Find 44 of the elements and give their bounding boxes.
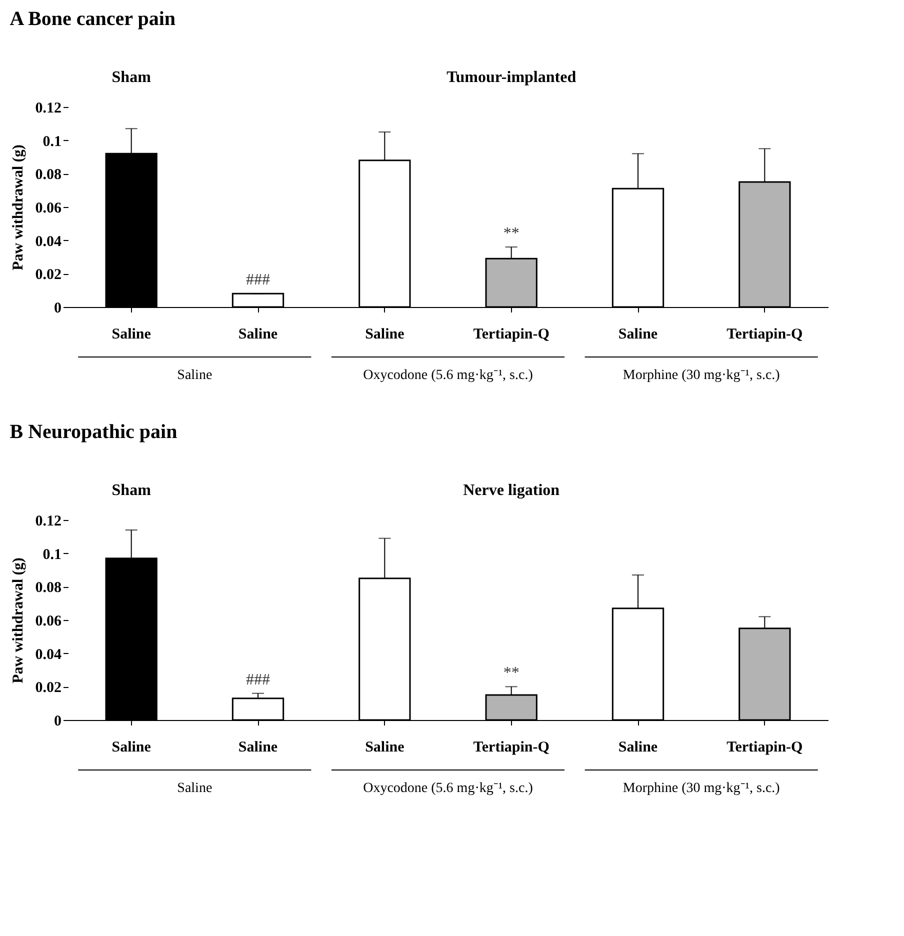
text: Oxycodone (5.6 mg·kg⁻¹, s.c.) [363, 781, 534, 796]
text: Sham [112, 482, 152, 499]
text: Saline [177, 781, 212, 796]
text: Saline [177, 368, 212, 383]
y-tick-label: 0.1 [42, 134, 62, 150]
x-tick-label: Saline [365, 326, 405, 342]
y-tick-label: 0.02 [35, 680, 62, 696]
y-tick-label: 0.02 [35, 267, 62, 284]
y-tick-label: 0.06 [35, 614, 62, 630]
x-tick-label: Saline [618, 740, 658, 756]
x-tick-label: Saline [112, 740, 152, 756]
text: Morphine (30 mg·kg⁻¹, s.c.) [622, 368, 780, 383]
y-tick-label: 0.04 [35, 646, 62, 663]
x-tick-label: Saline [112, 326, 152, 342]
y-tick-label: 0 [54, 714, 62, 730]
y-axis-title: Paw withdrawal (g) [10, 558, 26, 684]
y-tick-label: 0.1 [42, 546, 62, 563]
text: Morphine (30 mg·kg⁻¹, s.c.) [622, 781, 780, 796]
x-tick-label: Saline [618, 326, 658, 342]
text: Nerve ligation [463, 482, 560, 499]
y-tick-label: 0.12 [35, 514, 62, 530]
x-tick-label: Tertiapin-Q [726, 740, 804, 756]
y-tick-label: 0.04 [35, 234, 62, 250]
data-label: ** [503, 225, 520, 242]
text: Sham [112, 69, 152, 86]
data-label: ** [503, 664, 520, 682]
data-label: ### [246, 272, 270, 289]
x-tick-label: Saline [238, 326, 278, 342]
y-tick-label: 0 [54, 300, 62, 316]
y-axis-title: Paw withdrawal (g) [10, 144, 26, 270]
x-tick-label: Tertiapin-Q [473, 740, 550, 756]
y-tick-label: 0.06 [35, 200, 62, 216]
x-tick-label: Saline [238, 740, 278, 756]
y-tick-label: 0.08 [35, 580, 62, 596]
y-tick-label: 0.12 [35, 100, 62, 116]
data-label: ### [246, 671, 270, 688]
text: Oxycodone (5.6 mg·kg⁻¹, s.c.) [363, 368, 534, 383]
x-tick-label: Tertiapin-Q [473, 326, 550, 342]
chart-title: B Neuropathic pain [10, 421, 178, 443]
y-tick-label: 0.08 [35, 167, 62, 184]
chart-title: A Bone cancer pain [10, 8, 176, 30]
x-tick-label: Tertiapin-Q [726, 326, 804, 342]
text: Tumour-implanted [446, 69, 576, 86]
x-tick-label: Saline [365, 740, 405, 756]
